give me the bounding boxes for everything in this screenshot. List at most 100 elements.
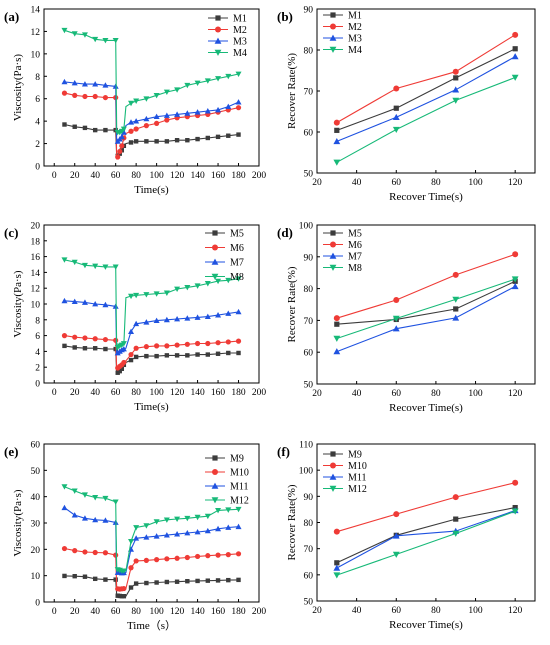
data-point — [235, 338, 242, 344]
y-tick-label: 0 — [35, 380, 40, 390]
series-m11 — [333, 507, 519, 571]
data-point — [226, 577, 231, 583]
data-point — [174, 87, 181, 93]
series-m6 — [61, 333, 242, 371]
data-point — [334, 127, 340, 133]
data-point — [164, 139, 170, 144]
x-tick-label: 60 — [111, 607, 121, 617]
data-point — [174, 138, 180, 143]
x-tick-label: 160 — [211, 171, 226, 181]
data-point — [92, 81, 99, 87]
data-point — [235, 308, 242, 315]
series-m5 — [334, 278, 518, 327]
x-tick-label: 100 — [468, 389, 483, 399]
data-point — [72, 345, 77, 350]
data-point — [92, 346, 98, 351]
panel-label: (f) — [277, 444, 290, 459]
data-point — [62, 573, 67, 579]
data-point — [204, 78, 211, 84]
data-point — [185, 138, 190, 143]
series-m8 — [333, 276, 519, 342]
series-m8 — [61, 257, 242, 351]
y-tick-label: 4 — [35, 348, 40, 358]
y-tick-label: 90 — [304, 6, 314, 16]
x-tick-label: 80 — [131, 171, 141, 181]
y-axis-label: Viscosity(Pa·s) — [12, 270, 24, 338]
legend-marker — [329, 252, 337, 259]
y-tick-label: 80 — [304, 519, 314, 529]
x-tick-label: 0 — [52, 171, 57, 181]
legend-marker — [330, 241, 336, 248]
data-point — [92, 127, 98, 133]
data-point — [143, 344, 149, 350]
series-line — [64, 486, 239, 572]
data-point — [163, 112, 170, 118]
y-tick-label: 40 — [31, 493, 41, 503]
legend-marker — [212, 455, 218, 461]
data-point — [225, 277, 232, 284]
data-point — [144, 353, 149, 359]
x-tick-label: 180 — [231, 171, 246, 181]
data-point — [174, 286, 181, 292]
data-point — [204, 108, 211, 114]
data-point — [174, 516, 181, 523]
data-point — [205, 352, 211, 357]
data-point — [333, 138, 341, 145]
series-line — [64, 123, 239, 159]
data-point — [102, 94, 109, 101]
data-point — [82, 346, 88, 351]
data-point — [225, 73, 232, 80]
panel-a: (a) 0 20 40 60 80 100 120 140 160 180 200 0 2 4 6 8 10 12 1… — [4, 6, 266, 197]
data-point — [215, 312, 222, 318]
y-tick-label: 8 — [35, 73, 40, 83]
y-tick-label: 2 — [35, 364, 40, 374]
y-tick-label: 70 — [304, 545, 314, 555]
data-point — [117, 368, 122, 374]
data-point — [185, 578, 190, 584]
y-tick-label: 50 — [304, 381, 314, 391]
data-point — [154, 353, 159, 359]
legend-label: M3 — [348, 34, 362, 45]
y-tick-label: 4 — [35, 118, 40, 128]
y-tick-label: 14 — [31, 269, 41, 279]
y-tick-label: 2 — [35, 140, 40, 150]
data-point — [174, 555, 180, 561]
data-point — [92, 549, 98, 556]
data-point — [121, 594, 127, 599]
legend-label: M11 — [230, 482, 249, 493]
data-point — [235, 276, 242, 282]
data-point — [143, 319, 150, 325]
data-point — [236, 350, 241, 356]
data-point — [154, 343, 160, 349]
x-tick-label: 40 — [90, 607, 100, 617]
series-m4 — [333, 74, 519, 166]
y-tick-label: 6 — [35, 95, 40, 105]
series-line — [64, 81, 239, 144]
y-tick-label: 80 — [304, 285, 314, 295]
data-point — [128, 585, 134, 590]
legend-marker — [212, 230, 218, 236]
x-tick-label: 200 — [252, 171, 267, 181]
x-tick-label: 40 — [352, 606, 362, 616]
data-point — [102, 301, 109, 308]
series-m4 — [61, 27, 242, 136]
data-point — [154, 557, 160, 563]
data-point — [153, 317, 160, 323]
panel-e: (e) 0 20 40 60 80 100 120 140 160 180 200 0 10 20 30 40 5… — [4, 441, 266, 633]
x-tick-label: 120 — [508, 606, 523, 616]
data-point — [72, 92, 78, 98]
x-tick-label: 160 — [211, 388, 226, 398]
y-tick-label: 12 — [31, 28, 41, 38]
legend-marker — [329, 264, 337, 271]
data-point — [153, 519, 160, 525]
data-point — [133, 118, 140, 124]
data-point — [392, 325, 400, 332]
data-point — [128, 100, 135, 107]
data-point — [92, 301, 99, 307]
data-point — [133, 292, 140, 299]
data-point — [205, 578, 211, 583]
legend: M5 M6 M7 M8 — [205, 229, 244, 283]
data-point — [174, 579, 180, 584]
y-tick-label: 20 — [31, 222, 41, 232]
